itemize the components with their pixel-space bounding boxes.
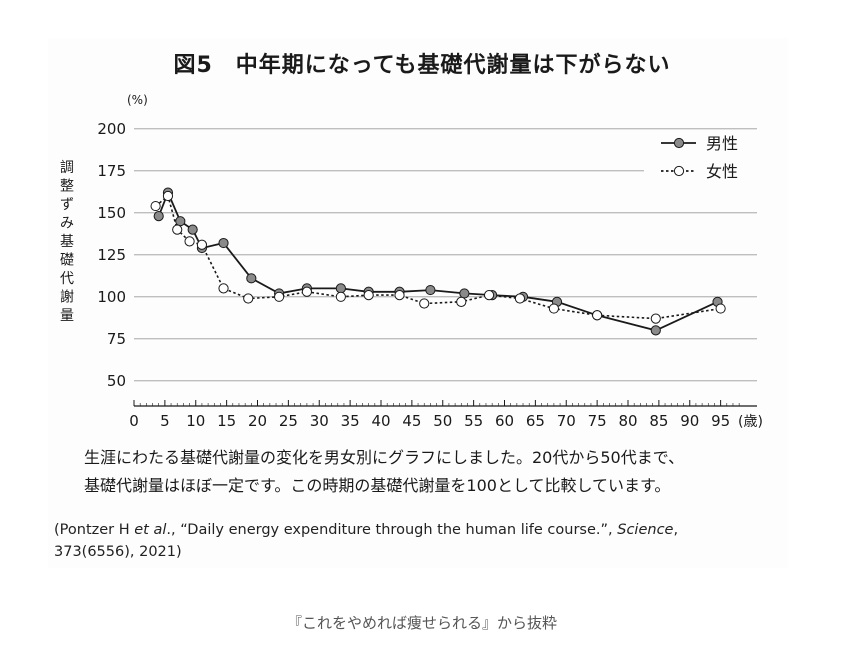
data-point-female (243, 293, 254, 304)
y-tick-label-150: 150 (97, 204, 126, 222)
y-tick-label-200: 200 (97, 120, 126, 138)
x-tick-label-45: 45 (402, 412, 421, 430)
data-point-female (196, 239, 208, 250)
x-unit-label: (歳) (738, 414, 763, 430)
legend-label-female: 女性 (706, 162, 738, 181)
legend-marker-male (673, 137, 685, 149)
citation-authors: (Pontzer H (54, 522, 135, 538)
caption-line-2: 基礎代謝量はほぼ一定です。この時期の基礎代謝量を100として比較しています。 (84, 476, 671, 495)
y-axis-label: 調整ずみ基礎代謝量 (60, 160, 74, 324)
x-tick-label-25: 25 (279, 412, 298, 430)
citation-article: ., “Daily energy expenditure through the… (166, 522, 618, 538)
x-tick-label-80: 80 (618, 412, 637, 430)
data-point-female (592, 310, 603, 321)
y-tick-label-100: 100 (97, 288, 126, 306)
y-tick-label-75: 75 (107, 330, 126, 348)
data-point-female (274, 291, 285, 302)
data-point-female (301, 286, 312, 297)
x-tick-label-30: 30 (310, 412, 329, 430)
x-tick-label-50: 50 (433, 412, 452, 430)
y-tick-label-50: 50 (107, 372, 126, 390)
data-point-female (218, 283, 229, 294)
citation-journal: Science (617, 522, 674, 538)
citation-etal: et al (134, 522, 167, 538)
x-tick-label-5: 5 (160, 412, 170, 430)
figure-panel (48, 38, 788, 568)
data-point-female (514, 293, 526, 304)
citation: (Pontzer H et al., “Daily energy expendi… (54, 519, 794, 563)
x-tick-label-70: 70 (557, 412, 576, 430)
legend-label-male: 男性 (706, 134, 738, 153)
x-tick-label-0: 0 (129, 412, 139, 430)
x-tick-label-85: 85 (649, 412, 668, 430)
caption-line-1: 生涯にわたる基礎代謝量の変化を男女別にグラフにしました。20代から50代まで、 (84, 448, 685, 467)
data-point-male (246, 273, 257, 284)
data-point-female (150, 200, 161, 212)
data-point-female (172, 224, 183, 235)
series-line-female (155, 194, 721, 320)
x-tick-label-60: 60 (495, 412, 514, 430)
data-point-female (363, 290, 374, 301)
data-point-female (715, 303, 726, 314)
data-point-female (335, 291, 346, 302)
citation-line-2: 373(6556), 2021) (54, 544, 182, 560)
data-point-male (187, 224, 198, 235)
data-point-female (419, 298, 430, 309)
data-point-male (335, 283, 346, 294)
x-tick-label-95: 95 (711, 412, 730, 430)
data-point-male (153, 211, 164, 222)
x-tick-label-20: 20 (248, 412, 267, 430)
data-point-female (483, 290, 495, 301)
x-tick-label-55: 55 (464, 412, 483, 430)
x-tick-label-10: 10 (186, 412, 205, 430)
x-tick-label-90: 90 (680, 412, 699, 430)
y-tick-label-125: 125 (97, 246, 126, 264)
data-point-male (650, 325, 661, 336)
data-point-female (548, 303, 560, 314)
citation-line-1: (Pontzer H et al., “Daily energy expendi… (54, 519, 794, 541)
data-point-male (425, 284, 436, 296)
x-tick-label-75: 75 (588, 412, 607, 430)
data-point-male (459, 288, 470, 299)
data-point-female (162, 190, 174, 202)
x-tick-label-40: 40 (371, 412, 390, 430)
data-point-male (175, 216, 186, 227)
chart-plot: 50 75 100 125 150 175 200(%) 0 5 10 15 20 25 30 35 40 45… (60, 93, 763, 430)
x-tick-label-35: 35 (341, 412, 360, 430)
caption-body: 生涯にわたる基礎代謝量の変化を男女別にグラフにしました。20代から50代まで、 … (84, 444, 784, 500)
y-unit-label: (%) (127, 93, 148, 107)
y-tick-label-175: 175 (97, 162, 126, 180)
chart-title: 図5 中年期になっても基礎代謝量は下がらない (173, 53, 671, 78)
x-tick-label-65: 65 (526, 412, 545, 430)
data-point-female (456, 296, 467, 307)
source-note: 『これをやめれば痩せられる』から抜粋 (286, 614, 557, 632)
data-point-female (394, 290, 405, 301)
series-line-male (157, 190, 718, 332)
data-point-male (218, 237, 229, 249)
data-point-female (184, 236, 195, 247)
x-tick-label-15: 15 (217, 412, 236, 430)
data-point-female (650, 313, 661, 324)
legend-marker-female (673, 165, 685, 177)
citation-comma: , (673, 522, 679, 538)
